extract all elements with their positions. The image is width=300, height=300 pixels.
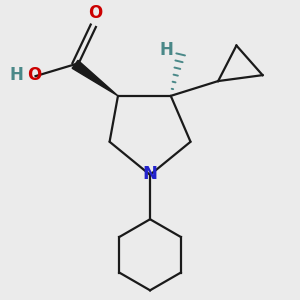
Text: H: H [10, 66, 24, 84]
Polygon shape [72, 60, 118, 96]
Text: H: H [160, 41, 174, 59]
Text: O: O [88, 4, 102, 22]
Text: O: O [27, 66, 41, 84]
Text: N: N [142, 165, 158, 183]
